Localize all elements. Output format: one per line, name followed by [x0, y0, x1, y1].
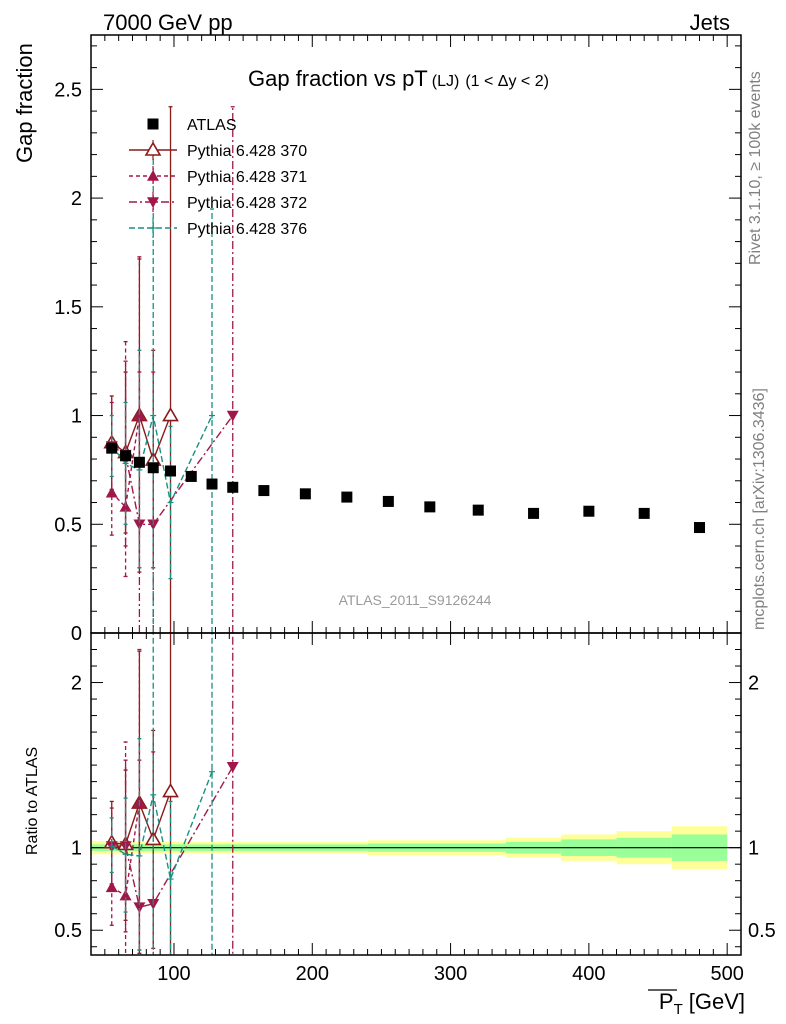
main-series-layer [103, 106, 706, 633]
legend-label-atlas: ATLAS [187, 117, 237, 134]
chart-title: Gap fraction vs pT (LJ) (1 < Δy < 2) [248, 66, 549, 91]
x-tick-label: 100 [157, 963, 190, 985]
point-atlas [165, 465, 177, 477]
point-atlas [206, 478, 218, 490]
x-axis-label: PT [GeV] [659, 989, 745, 1018]
point-atlas [341, 491, 353, 503]
header-process: 7000 GeV pp [103, 10, 233, 35]
point-atlas [472, 504, 484, 516]
point-atlas [185, 470, 197, 482]
ratio-tick-label-right: 1 [748, 838, 759, 860]
point-atlas [382, 495, 394, 507]
legend: ATLAS Pythia 6.428 370 Pythia 6.428 371 Pyt… [129, 117, 307, 238]
legend-label-pythia-6-428-372: Pythia 6.428 372 [187, 195, 307, 212]
y-tick-label: 0 [71, 623, 82, 645]
point-pythia-6-428-370 [162, 782, 179, 798]
y-axis-label: Gap fraction [12, 43, 37, 163]
point-atlas [638, 507, 650, 519]
point-pythia-6-428-372 [226, 761, 239, 773]
y-tick-label: 1 [71, 406, 82, 428]
point-pythia-6-428-372 [226, 410, 239, 422]
point-pythia-6-428-371 [105, 486, 118, 498]
point-atlas [258, 485, 270, 497]
y-tick-label: 2 [71, 188, 82, 210]
point-pythia-6-428-372 [133, 519, 146, 531]
point-pythia-6-428-371 [105, 881, 118, 893]
ratio-series-layer [103, 633, 239, 955]
y-tick-label: 2.5 [54, 79, 82, 101]
legend-marker-pythia-6-428-370 [144, 141, 162, 156]
point-atlas [106, 442, 118, 454]
analysis-watermark: ATLAS_2011_S9126244 [339, 592, 492, 608]
point-pythia-6-428-371 [133, 409, 146, 421]
y-tick-label: 1.5 [54, 297, 82, 319]
legend-label-pythia-6-428-376: Pythia 6.428 376 [187, 221, 307, 238]
legend-marker-pythia-6-428-371 [147, 170, 159, 181]
point-atlas [424, 501, 436, 513]
point-atlas [528, 507, 540, 519]
legend-marker-pythia-6-428-372 [147, 197, 159, 208]
legend-label-pythia-6-428-371: Pythia 6.428 371 [187, 169, 307, 186]
point-atlas [299, 488, 311, 500]
x-tick-label: 300 [434, 963, 467, 985]
x-tick-label: 500 [710, 963, 743, 985]
point-pythia-6-428-372 [133, 902, 146, 914]
ratio-plot-frame [90, 632, 742, 956]
point-atlas [227, 481, 239, 493]
point-atlas [147, 462, 159, 474]
ratio-tick-label-right: 2 [748, 673, 759, 695]
point-pythia-6-428-370 [162, 406, 179, 422]
ratio-tick-label-left: 1 [71, 838, 82, 860]
x-tick-label: 400 [572, 963, 605, 985]
header-category: Jets [690, 10, 730, 35]
point-atlas [120, 450, 132, 462]
point-atlas [694, 522, 706, 534]
point-atlas [133, 456, 145, 468]
y-tick-label: 0.5 [54, 514, 82, 536]
line-pythia-6-428-376 [111, 771, 213, 882]
point-atlas [583, 505, 595, 517]
ratio-y-axis-label: Ratio to ATLAS [24, 747, 41, 855]
ratio-tick-label-left: 0.5 [54, 920, 82, 942]
mcplots-reference-label: mcplots.cern.ch [arXiv:1306.3436] [751, 388, 768, 630]
ratio-tick-label-right: 0.5 [748, 920, 776, 942]
legend-marker-atlas [147, 118, 159, 130]
legend-label-pythia-6-428-370: Pythia 6.428 370 [187, 143, 307, 160]
axis-ticks: 100 200 300 400 500 0 0.5 1 1.5 2 2.5 0.5 0.5 1 1 2 2 [54, 35, 776, 985]
ratio-tick-label-left: 2 [71, 673, 82, 695]
x-tick-label: 200 [296, 963, 329, 985]
rivet-version-label: Rivet 3.1.10, ≥ 100k events [747, 71, 764, 265]
